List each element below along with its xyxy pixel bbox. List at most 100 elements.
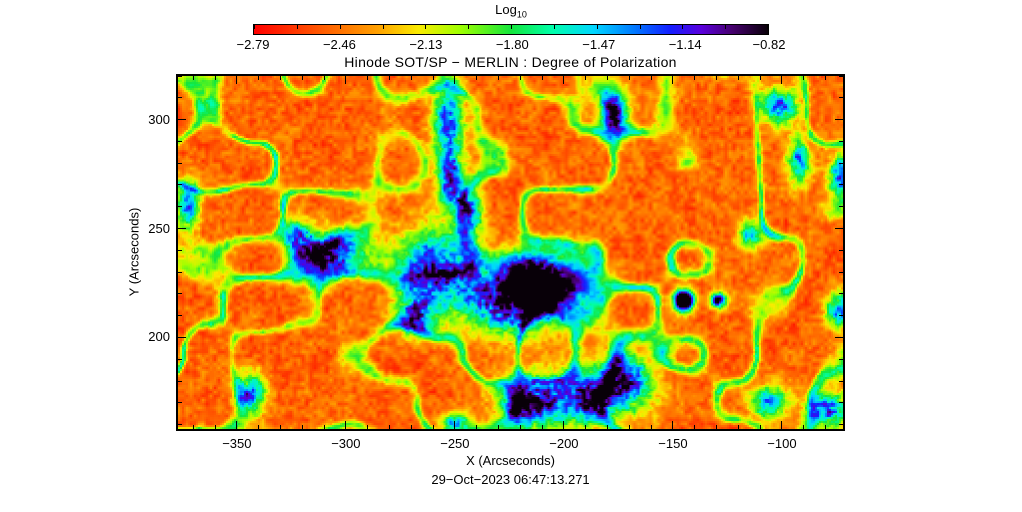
axis-tick <box>323 76 325 80</box>
axis-tick <box>563 76 565 84</box>
axis-tick <box>214 425 216 429</box>
axis-tick <box>178 119 186 121</box>
heatmap-canvas <box>178 76 843 429</box>
colorbar-tick <box>511 25 512 29</box>
axis-tick <box>839 380 843 382</box>
axis-tick <box>759 425 761 429</box>
colorbar-tick-label: −2.13 <box>409 37 443 52</box>
colorbar-tick <box>553 25 555 29</box>
x-tick-label: −150 <box>658 436 688 451</box>
x-tick-label: −350 <box>222 436 252 451</box>
colorbar-tick <box>254 25 255 29</box>
colorbar-tick-label: −2.46 <box>322 37 356 52</box>
axis-tick <box>803 76 805 80</box>
axis-tick <box>672 76 674 84</box>
axis-tick <box>839 424 843 426</box>
axis-tick <box>279 425 281 429</box>
axis-tick <box>803 425 805 429</box>
axis-tick <box>388 425 390 429</box>
axis-tick <box>388 76 390 80</box>
colorbar-tick <box>425 25 427 29</box>
axis-tick <box>236 421 238 429</box>
colorbar-tick <box>725 25 727 29</box>
axis-tick <box>839 271 843 273</box>
axis-tick <box>839 184 843 186</box>
axis-tick <box>628 425 630 429</box>
x-tick-label: −300 <box>331 436 361 451</box>
x-axis-label: X (Arcseconds) <box>466 453 555 468</box>
axis-tick <box>476 425 478 429</box>
colorbar-tick-label: −2.79 <box>236 37 270 52</box>
axis-tick <box>716 425 718 429</box>
axis-tick <box>476 76 478 80</box>
axis-tick <box>301 76 303 80</box>
axis-tick <box>345 421 347 429</box>
colorbar-tick <box>296 25 298 29</box>
colorbar-tick-label: −0.82 <box>752 37 786 52</box>
axis-tick <box>716 76 718 80</box>
timestamp: 29−Oct−2023 06:47:13.271 <box>431 472 590 487</box>
axis-tick <box>178 75 182 77</box>
axis-tick <box>519 76 521 80</box>
axis-tick <box>694 425 696 429</box>
axis-tick <box>178 228 186 230</box>
axis-tick <box>519 425 521 429</box>
colorbar-title-subscript: 10 <box>516 9 527 20</box>
axis-tick <box>367 76 369 80</box>
colorbar-tick <box>767 25 768 29</box>
axis-tick <box>178 249 182 251</box>
axis-tick <box>839 249 843 251</box>
axis-tick <box>839 402 843 404</box>
axis-tick <box>835 119 843 121</box>
axis-tick <box>301 425 303 429</box>
axis-tick <box>178 336 186 338</box>
axis-tick <box>236 76 238 84</box>
axis-tick <box>345 76 347 84</box>
axis-tick <box>178 380 182 382</box>
axis-tick <box>541 425 543 429</box>
colorbar-tick-label: −1.14 <box>668 37 702 52</box>
axis-tick <box>258 425 260 429</box>
axis-tick <box>825 425 827 429</box>
axis-tick <box>178 97 182 99</box>
y-tick-label: 250 <box>148 220 170 236</box>
axis-tick <box>279 76 281 80</box>
axis-tick <box>839 315 843 317</box>
axis-tick <box>628 76 630 80</box>
x-tick-label: −250 <box>440 436 470 451</box>
axis-tick <box>607 425 609 429</box>
y-tick-label: 200 <box>148 329 170 345</box>
axis-tick <box>178 271 182 273</box>
axis-tick <box>835 336 843 338</box>
axis-tick <box>432 425 434 429</box>
axis-tick <box>781 76 783 84</box>
axis-tick <box>563 421 565 429</box>
axis-tick <box>410 76 412 80</box>
axis-tick <box>781 421 783 429</box>
axis-tick <box>432 76 434 80</box>
axis-tick <box>839 75 843 77</box>
axis-tick <box>737 425 739 429</box>
axis-tick <box>839 140 843 142</box>
colorbar-tick <box>682 25 684 29</box>
axis-tick <box>178 162 182 164</box>
axis-tick <box>178 184 182 186</box>
y-tick-label: 300 <box>148 111 170 127</box>
axis-tick <box>839 358 843 360</box>
axis-tick <box>214 76 216 80</box>
axis-tick <box>178 315 182 317</box>
axis-tick <box>607 76 609 80</box>
axis-tick <box>585 76 587 80</box>
colorbar-tick-label: −1.47 <box>582 37 616 52</box>
axis-tick <box>839 293 843 295</box>
axis-tick <box>178 206 182 208</box>
colorbar-title: Log10 <box>253 2 769 20</box>
axis-tick <box>410 425 412 429</box>
axis-tick <box>498 425 499 429</box>
axis-tick <box>694 76 696 80</box>
axis-tick <box>454 421 456 429</box>
axis-tick <box>835 228 843 230</box>
axis-tick <box>323 425 325 429</box>
colorbar-tick <box>596 25 598 29</box>
